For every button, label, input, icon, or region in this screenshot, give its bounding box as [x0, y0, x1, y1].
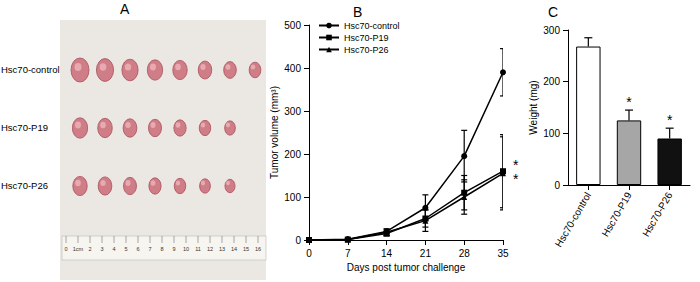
svg-text:Hsc70-P26: Hsc70-P26 — [1, 180, 48, 191]
svg-text:100: 100 — [543, 128, 560, 139]
svg-text:200: 200 — [543, 76, 560, 87]
svg-text:15: 15 — [243, 246, 249, 252]
svg-text:Hsc70-control: Hsc70-control — [1, 64, 60, 75]
svg-text:7: 7 — [345, 248, 351, 259]
svg-text:200: 200 — [284, 149, 301, 160]
svg-text:Hsc70-P19: Hsc70-P19 — [1, 122, 48, 133]
svg-text:A: A — [120, 1, 130, 17]
svg-text:6: 6 — [136, 246, 139, 252]
svg-text:9: 9 — [172, 246, 175, 252]
svg-text:7: 7 — [148, 246, 151, 252]
svg-text:B: B — [353, 4, 362, 20]
svg-text:21: 21 — [420, 248, 432, 259]
svg-text:Hsc70-P26: Hsc70-P26 — [640, 190, 674, 239]
svg-text:Hsc70-P19: Hsc70-P19 — [344, 33, 389, 43]
svg-text:35: 35 — [497, 248, 509, 259]
svg-text:2: 2 — [88, 246, 91, 252]
svg-text:300: 300 — [543, 25, 560, 36]
svg-text:100: 100 — [284, 192, 301, 203]
svg-text:5: 5 — [124, 246, 127, 252]
svg-text:500: 500 — [284, 20, 301, 31]
svg-text:Hsc70-P19: Hsc70-P19 — [600, 190, 634, 239]
svg-text:400: 400 — [284, 63, 301, 74]
svg-text:0: 0 — [295, 235, 301, 246]
svg-text:*: * — [513, 171, 519, 187]
svg-text:13: 13 — [219, 246, 225, 252]
svg-text:0: 0 — [306, 248, 312, 259]
svg-text:4: 4 — [112, 246, 115, 252]
svg-text:16: 16 — [255, 246, 261, 252]
svg-text:Weight (mg): Weight (mg) — [528, 80, 539, 134]
svg-text:14: 14 — [381, 248, 393, 259]
svg-text:Days post tumor challenge: Days post tumor challenge — [347, 262, 466, 273]
svg-text:1cm: 1cm — [73, 246, 84, 252]
svg-text:*: * — [667, 112, 673, 128]
svg-text:0: 0 — [64, 246, 67, 252]
svg-text:28: 28 — [459, 248, 471, 259]
svg-text:14: 14 — [231, 246, 237, 252]
svg-text:300: 300 — [284, 106, 301, 117]
svg-text:Hsc70-P26: Hsc70-P26 — [344, 45, 389, 55]
svg-text:3: 3 — [100, 246, 103, 252]
svg-text:Hsc70-control: Hsc70-control — [553, 190, 593, 249]
svg-text:0: 0 — [554, 180, 560, 191]
svg-text:Hsc70-control: Hsc70-control — [344, 21, 400, 31]
svg-text:*: * — [626, 94, 632, 110]
svg-text:11: 11 — [195, 246, 201, 252]
svg-text:10: 10 — [183, 246, 189, 252]
svg-text:C: C — [548, 4, 558, 20]
svg-text:8: 8 — [160, 246, 163, 252]
svg-text:12: 12 — [207, 246, 213, 252]
svg-text:Tumor volume (mm³): Tumor volume (mm³) — [269, 86, 280, 179]
